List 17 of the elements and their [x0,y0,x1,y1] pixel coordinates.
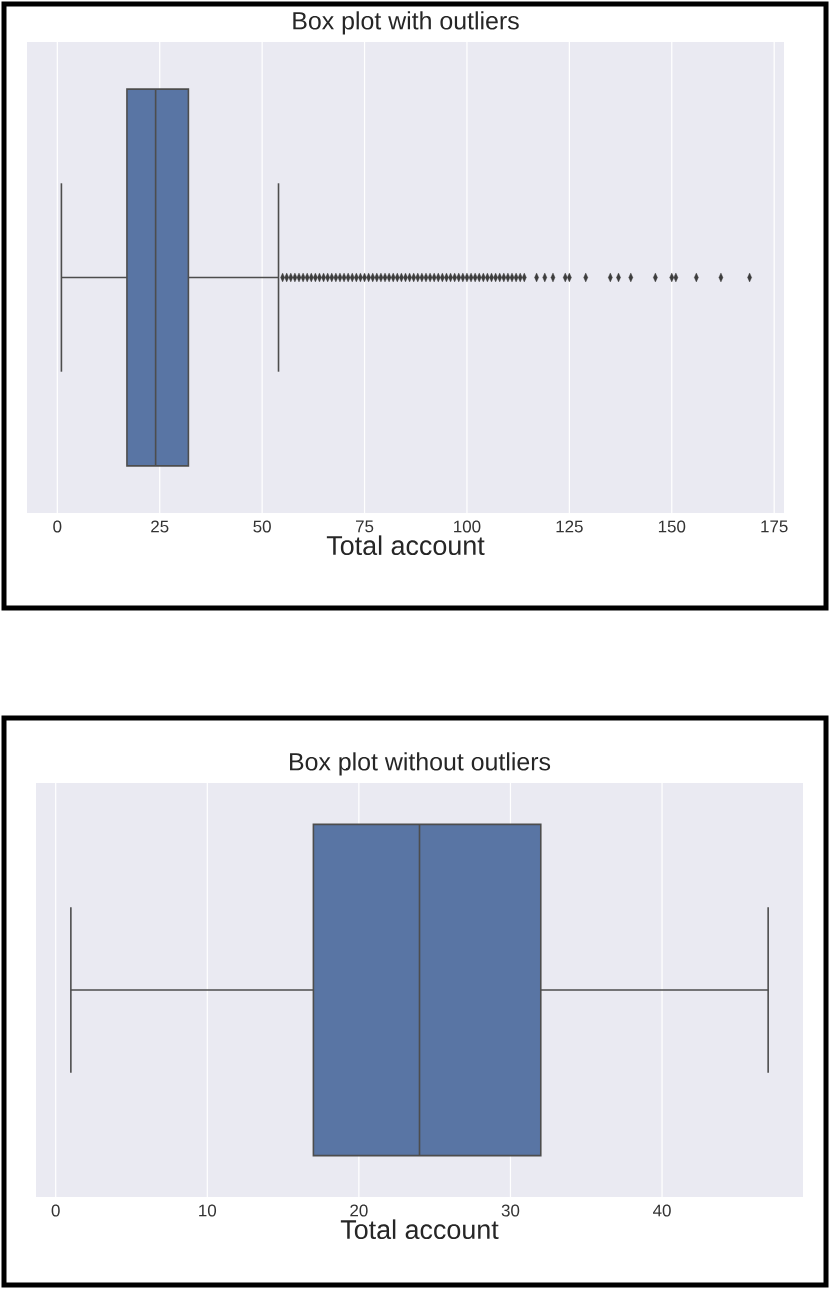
x-axis-title: Total account [340,1219,499,1240]
x-tick-label: 125 [556,520,583,533]
x-tick-label: 20 [350,1204,368,1217]
x-tick-label: 175 [761,520,788,533]
x-tick-label: 150 [658,520,686,533]
x-tick-label: 25 [151,520,169,533]
x-tick-label: 75 [356,520,374,533]
chart-title: Box plot with outliers [293,11,519,35]
x-tick-label: 30 [501,1204,520,1217]
x-tick-label: 50 [253,520,271,533]
x-tick-label: 40 [653,1204,671,1217]
chart-title: Box plot without outliers [290,752,551,776]
x-tick-label: 100 [454,520,481,533]
x-axis-title: Total account [326,535,485,556]
x-tick-label: 0 [53,520,62,533]
x-tick-label: 10 [199,1204,217,1217]
x-tick-label: 0 [51,1204,60,1217]
